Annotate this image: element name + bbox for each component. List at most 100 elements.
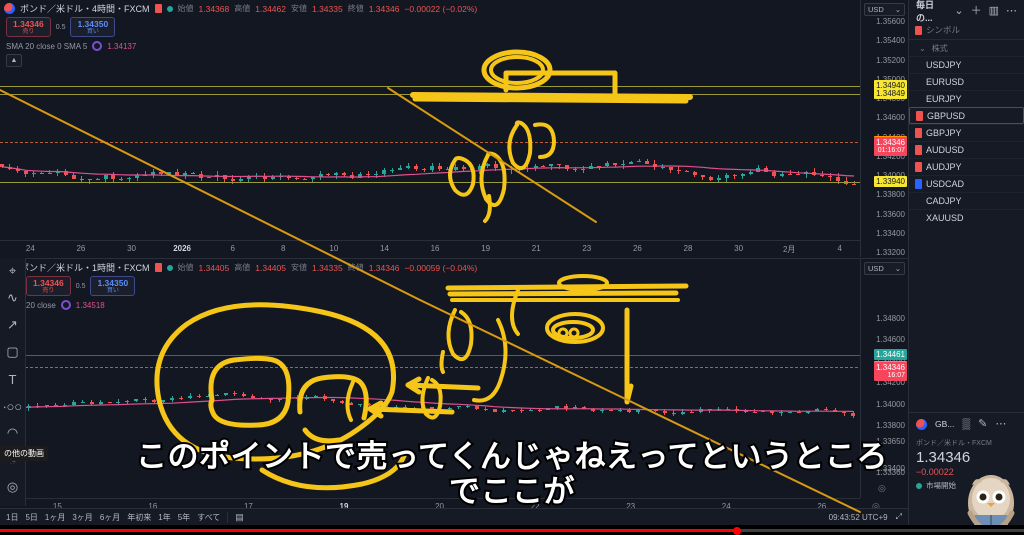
arc-tool[interactable]: ◠: [6, 425, 19, 440]
watchlist-row-gbpjpy[interactable]: GBPJPY: [909, 124, 1024, 141]
watchlist-row-audusd[interactable]: AUDUSD: [909, 141, 1024, 158]
currency-selector-1h[interactable]: USD ⌄: [864, 262, 905, 275]
watchlist-header[interactable]: 毎日の... ⌄ ＋ ▥ ⋯: [909, 0, 1024, 23]
buy-button-1h[interactable]: 1.34350 買い: [90, 276, 136, 297]
bottom-toolbar[interactable]: 1日 5日 1ヶ月 3ヶ月 6ヶ月 年初来 1年 5年 すべて ▤ 09:43:52 UTC+9…: [0, 508, 908, 525]
range-button-3[interactable]: 3ヶ月: [72, 512, 93, 522]
range-button-1[interactable]: 5日: [25, 512, 38, 522]
rectangle-tool[interactable]: ▢: [6, 344, 19, 359]
chevron-down-icon[interactable]: ⌄: [954, 4, 964, 17]
watchlist-row-eurusd[interactable]: EURUSD: [909, 73, 1024, 90]
progress-handle[interactable]: [733, 526, 742, 535]
order-buttons-1h[interactable]: 1.34346 売り 0.5 1.34350 買い: [26, 276, 136, 297]
buy-button-4h[interactable]: 1.34350 買い: [70, 17, 116, 38]
candlestick-plot-1h[interactable]: [0, 259, 908, 498]
watchlist-row-xauusd[interactable]: XAUUSD: [909, 209, 1024, 226]
time-range-buttons[interactable]: 1日 5日 1ヶ月 3ヶ月 6ヶ月 年初来 1年 5年 すべて: [6, 512, 220, 523]
grid-icon[interactable]: ▥: [988, 4, 999, 17]
currency-selector-4h[interactable]: USD ⌄: [864, 3, 905, 16]
price-tick: 1.34800: [876, 314, 905, 323]
pattern-tool[interactable]: ∙○○: [2, 398, 23, 414]
change-value: −0.00022 (−0.02%): [404, 3, 478, 14]
range-button-4[interactable]: 6ヶ月: [99, 512, 121, 522]
price-tick: 1.33800: [876, 190, 905, 200]
high-value: 1.34462: [255, 3, 286, 14]
range-button-7[interactable]: 5年: [177, 512, 191, 522]
candlestick-plot-4h[interactable]: [0, 0, 908, 257]
price-scale-4h[interactable]: USD ⌄ 1.356001.354001.352001.350001.3480…: [860, 0, 908, 257]
price-level-line: [0, 366, 908, 368]
edit-icon[interactable]: ✎: [978, 417, 988, 430]
buy-label: 買い: [86, 28, 99, 35]
chart-legend-1h: ポンド／米ドル・1時間・FXCM 始値 1.34405 高値 1.34405 安…: [4, 261, 477, 274]
more-icon[interactable]: ⋯: [995, 417, 1007, 430]
watchlist-symbol-list[interactable]: USDJPY EURUSD EURJPY GBPUSD GBPJPY AUDUSD AUDJ…: [909, 56, 1024, 226]
indicator-legend-1h[interactable]: 20 close 1.34518: [26, 300, 105, 310]
symbol-logo-icon: [4, 3, 15, 14]
time-scale-settings-icon[interactable]: ◎: [872, 501, 880, 511]
clock-label[interactable]: 09:43:52 UTC+9: [828, 512, 888, 522]
price-tick: 1.33600: [876, 209, 905, 219]
time-tick: 2月: [782, 245, 796, 254]
plus-icon[interactable]: ＋: [970, 4, 982, 17]
watchlist-group-row[interactable]: ⌄ 株式: [909, 39, 1024, 56]
watchlist-title[interactable]: 毎日の...: [916, 0, 935, 23]
price-tick: 1.34000: [876, 171, 905, 180]
range-button-2[interactable]: 1ヶ月: [44, 512, 66, 522]
indicator-value: 1.34137: [107, 41, 137, 51]
chart-panel-1h[interactable]: ポンド／米ドル・1時間・FXCM 始値 1.34405 高値 1.34405 安…: [0, 258, 908, 498]
freehand-tool[interactable]: ∿: [7, 290, 18, 305]
chart-legend-4h: ポンド／米ドル・4時間・FXCM 始値 1.34368 高値 1.34462 安…: [4, 2, 477, 15]
sell-button-4h[interactable]: 1.34346 売り: [6, 17, 51, 38]
more-icon[interactable]: ⋯: [1006, 4, 1017, 17]
scale-settings-icon[interactable]: ◎: [878, 483, 886, 493]
time-scale-4h[interactable]: 24 26 30 2026 6 8 10 14 16 19 21 23 26 28 30 2月 4: [0, 240, 860, 257]
country-flag-icon: [915, 94, 922, 104]
trend-line-tool[interactable]: ↗: [7, 317, 18, 332]
watchlist-row-cadjpy[interactable]: CADJPY: [909, 192, 1024, 209]
price-badge-value: 1.34346: [876, 137, 905, 147]
range-button-0[interactable]: 1日: [6, 512, 19, 522]
open-value: 1.34368: [198, 3, 230, 14]
apps-icon[interactable]: ▒: [962, 417, 971, 430]
chevron-down-icon: ⌄: [894, 264, 901, 273]
chart-panel-4h[interactable]: ポンド／米ドル・4時間・FXCM 始値 1.34368 高値 1.34462 安…: [0, 0, 908, 257]
magnet-tool[interactable]: ◎: [6, 479, 19, 494]
watchlist-row-eurjpy[interactable]: EURJPY: [909, 90, 1024, 107]
open-label: 始値: [177, 263, 194, 272]
high-label: 高値: [234, 4, 251, 13]
country-flag-icon: [915, 162, 922, 172]
close-label: 終値: [347, 4, 364, 13]
watchlist-detail-panel[interactable]: GB... ▒ ✎ ⋯ ポンド／米ドル・FXCM 1.34346 −0.0002…: [909, 412, 1024, 535]
price-badge-value: 1.34461: [876, 350, 905, 360]
watchlist-row-gbpusd[interactable]: GBPUSD: [909, 107, 1024, 124]
cursor-tool[interactable]: ⌖: [8, 263, 17, 278]
country-flag-icon: [915, 213, 922, 223]
watchlist-row-audjpy[interactable]: AUDJPY: [909, 158, 1024, 175]
chevron-down-icon[interactable]: ⌄: [919, 43, 926, 53]
watchlist-row-usdjpy[interactable]: USDJPY: [909, 56, 1024, 73]
range-button-5[interactable]: 年初来: [127, 512, 152, 522]
time-tick: 26: [632, 244, 642, 253]
high-value: 1.34405: [255, 262, 286, 273]
price-badge-value: 1.34849: [876, 89, 905, 99]
text-tool[interactable]: T: [8, 371, 17, 387]
sell-label: 売り: [42, 287, 55, 294]
price-scale-1h[interactable]: USD ⌄ ◎ 1.348001.346001.344001.342001.34…: [860, 259, 908, 498]
watchlist-row-usdcad[interactable]: USDCAD: [909, 175, 1024, 192]
watchlist-panel[interactable]: 毎日の... ⌄ ＋ ▥ ⋯ シンボル ⌄ 株式 USDJPY EURUSD EUR…: [908, 0, 1024, 535]
indicator-label: SMA 20 close 0 SMA 5: [6, 41, 88, 51]
order-buttons-4h[interactable]: 1.34346 売り 0.5 1.34350 買い: [6, 17, 116, 38]
open-value: 1.34405: [198, 262, 230, 273]
collapse-pane-button-4h[interactable]: ▲: [6, 54, 22, 67]
video-progress-bar[interactable]: [0, 525, 1024, 535]
other-videos-label[interactable]: の他の動画: [0, 446, 48, 461]
sell-button-1h[interactable]: 1.34346 売り: [26, 276, 71, 297]
calendar-icon[interactable]: ▤: [235, 511, 244, 522]
range-button-6[interactable]: 1年: [158, 512, 171, 522]
range-button-8[interactable]: すべて: [197, 512, 221, 522]
drawing-toolbar[interactable]: ⌖∿↗▢T∙○○◠◔◎: [0, 258, 26, 506]
expand-icon[interactable]: ⤢: [895, 512, 902, 521]
indicator-legend-4h[interactable]: SMA 20 close 0 SMA 5 1.34137: [6, 41, 136, 51]
close-value: 1.34346: [368, 3, 400, 14]
